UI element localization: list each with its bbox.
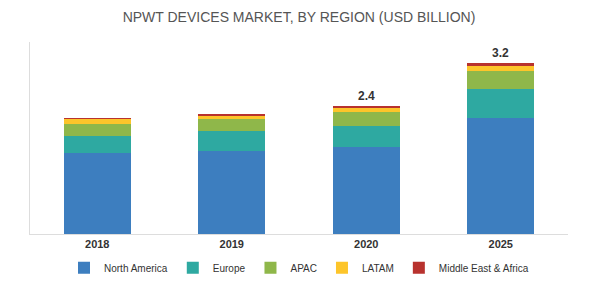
svg-text:North America: North America [104, 263, 168, 274]
svg-text:LATAM: LATAM [362, 263, 394, 274]
svg-text:2019: 2019 [220, 238, 244, 250]
svg-text:2018: 2018 [85, 238, 109, 250]
svg-text:2.4: 2.4 [358, 89, 375, 103]
svg-text:APAC: APAC [290, 263, 317, 274]
svg-text:NPWT DEVICES MARKET, BY REGION: NPWT DEVICES MARKET, BY REGION (USD BILL… [123, 9, 476, 25]
svg-text:Europe: Europe [213, 263, 246, 274]
svg-text:Middle East & Africa: Middle East & Africa [439, 263, 529, 274]
svg-text:2020: 2020 [354, 238, 378, 250]
svg-text:2025: 2025 [489, 238, 513, 250]
svg-text:3.2: 3.2 [492, 46, 509, 60]
